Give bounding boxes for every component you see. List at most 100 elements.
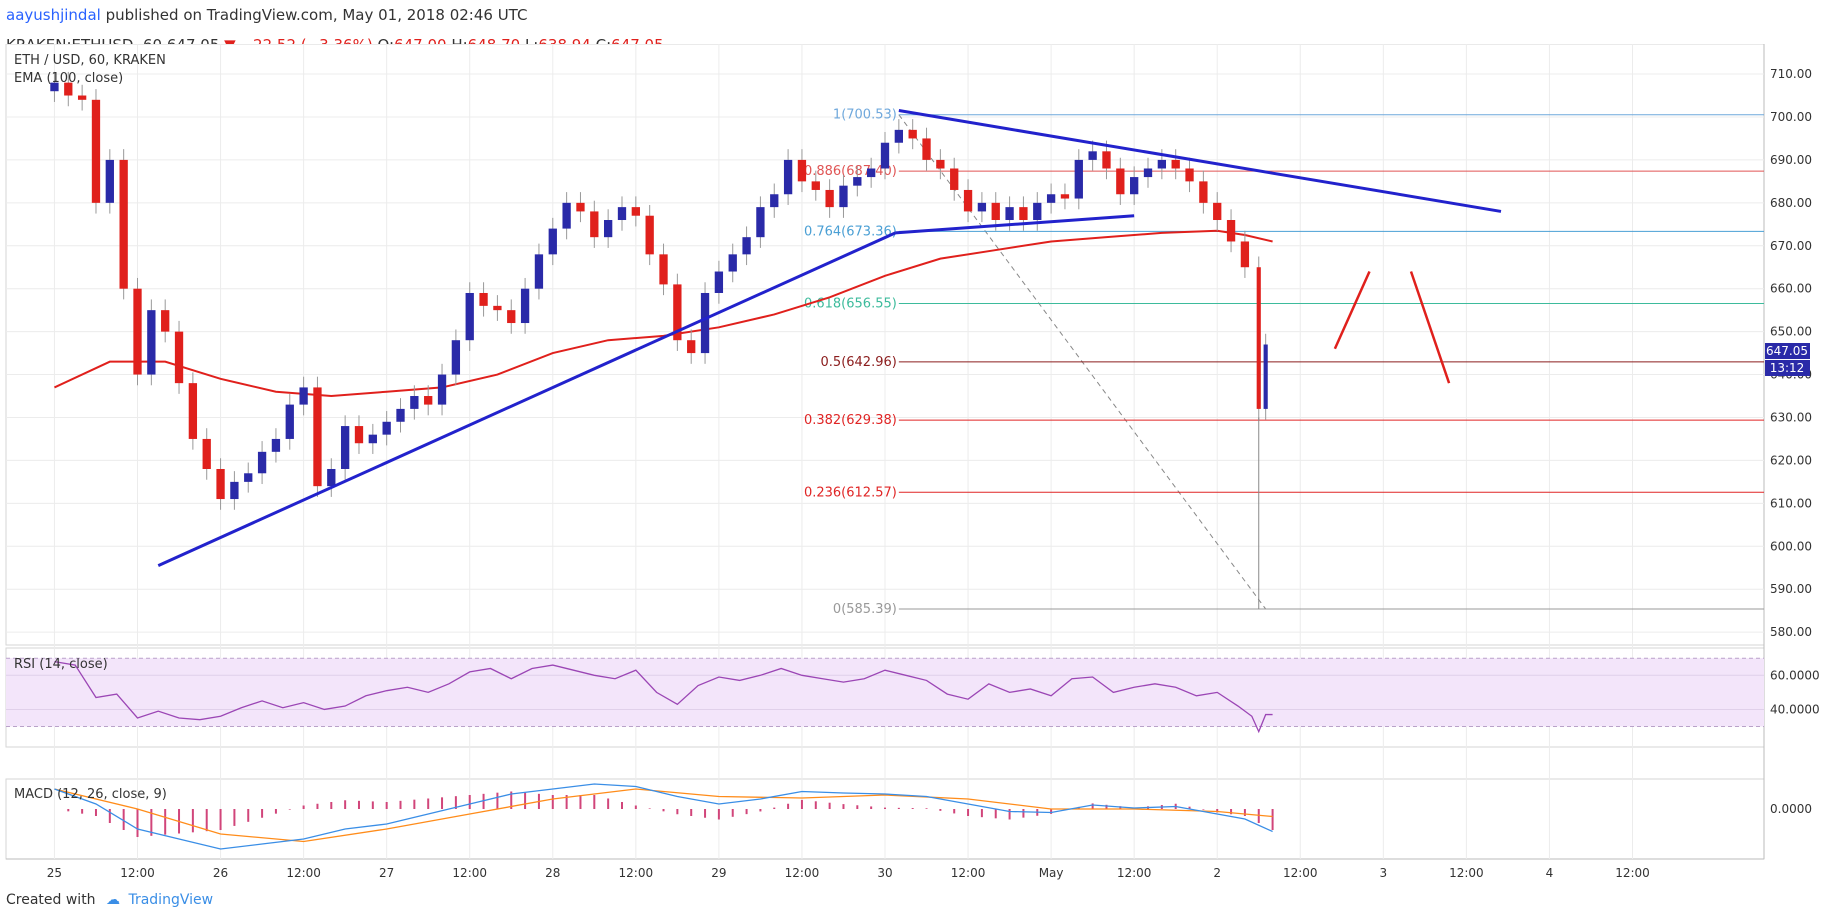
price-tick-label: 630.00: [1770, 410, 1812, 424]
candle-body: [285, 404, 294, 439]
price-tick-label: 580.00: [1770, 625, 1812, 639]
time-tick-label: 12:00: [286, 866, 321, 880]
candle-body: [590, 211, 599, 238]
candle-body: [867, 168, 876, 178]
candle-body: [216, 468, 225, 500]
time-tick-label: 30: [877, 866, 892, 880]
candle-body: [548, 228, 557, 255]
time-tick-label: 28: [545, 866, 560, 880]
time-badge-text: 13:12: [1770, 361, 1805, 375]
candle-body: [562, 202, 571, 229]
rsi-line: [54, 661, 1273, 734]
chart-canvas[interactable]: 1(700.53)0.886(687.40)0.764(673.36)0.618…: [0, 44, 1824, 884]
candle-body: [770, 194, 779, 208]
fib-level-label: 0.236(612.57): [804, 485, 897, 500]
candle-body: [1102, 151, 1111, 169]
candle-body: [507, 310, 516, 324]
time-tick-label: 2: [1213, 866, 1221, 880]
time-tick-label: 3: [1380, 866, 1388, 880]
candle-body: [700, 292, 710, 354]
axes: 25 12:00 26 12:00 27 12:00 28 12:00 29 12:00 30 12:…: [47, 67, 1820, 880]
projection-line: [1409, 271, 1451, 384]
time-tick-label: 4: [1546, 866, 1554, 880]
candle-body: [617, 207, 627, 221]
macd-pane: [54, 783, 1274, 850]
fib-level-label: 0.764(673.36): [804, 224, 897, 239]
candle-body: [1157, 159, 1167, 169]
symbol-legend: ETH / USD, 60, KRAKEN: [14, 53, 166, 68]
candle-body: [756, 207, 765, 238]
candle-body: [825, 189, 834, 208]
time-tick-label: 12:00: [1283, 866, 1318, 880]
tradingview-logo-icon: ☁: [106, 892, 121, 908]
candle-body: [714, 271, 724, 293]
price-badge: [1765, 343, 1810, 359]
rsi-legend: RSI (14, close): [14, 657, 108, 672]
candle-body: [202, 438, 211, 469]
fib-level-label: 0.382(629.38): [804, 413, 897, 428]
candle-body: [1033, 202, 1042, 221]
time-tick-label: 12:00: [619, 866, 654, 880]
time-badge: [1765, 360, 1810, 376]
candle-body: [520, 288, 530, 324]
candle-body: [811, 181, 820, 190]
candle-body: [534, 254, 544, 289]
trendline: [898, 109, 1502, 213]
candle-body: [410, 396, 419, 409]
candle-body: [119, 159, 128, 289]
candle-body: [91, 99, 101, 203]
rsi-band: [6, 658, 1764, 727]
fibonacci-retracement[interactable]: 1(700.53)0.886(687.40)0.764(673.36)0.618…: [804, 108, 1764, 617]
candle-body: [493, 305, 502, 311]
fib-level-label: 0.618(656.55): [804, 297, 897, 312]
candle-body: [1116, 168, 1125, 195]
price-tick-label: 610.00: [1770, 496, 1812, 510]
candle-body: [299, 387, 308, 405]
candle-body: [188, 383, 198, 439]
candle-body: [742, 237, 751, 255]
candle-body: [797, 159, 807, 182]
candles: [50, 71, 1268, 609]
candle-body: [1130, 177, 1139, 195]
time-tick-label: 12:00: [452, 866, 487, 880]
candle-body: [1240, 241, 1250, 268]
candle-body: [313, 387, 322, 487]
candle-body: [174, 331, 184, 384]
candle-body: [1005, 207, 1014, 221]
time-tick-label: 12:00: [951, 866, 986, 880]
candle-body: [728, 254, 737, 272]
candle-body: [1019, 207, 1028, 221]
trendlines[interactable]: [157, 109, 1502, 567]
candle-body: [1199, 181, 1208, 203]
time-tick-label: 12:00: [120, 866, 155, 880]
candle-body: [479, 292, 488, 306]
price-tick-label: 700.00: [1770, 110, 1812, 124]
candle-body: [922, 138, 931, 160]
candle-body: [659, 254, 668, 285]
candle-body: [1256, 267, 1261, 409]
candle-body: [354, 426, 364, 444]
time-tick-label: 25: [47, 866, 62, 880]
author-link[interactable]: aayushjindal: [6, 6, 101, 24]
price-tick-label: 670.00: [1770, 239, 1812, 253]
time-tick-label: 12:00: [1449, 866, 1484, 880]
candle-body: [147, 310, 156, 375]
candle-body: [1074, 159, 1083, 199]
candle-body: [133, 288, 142, 375]
fib-level-label: 1(700.53): [833, 108, 897, 123]
rsi-tick-label: 40.0000: [1770, 702, 1820, 716]
time-tick-label: 27: [379, 866, 394, 880]
candle-body: [603, 220, 613, 238]
tradingview-brand-link[interactable]: TradingView: [128, 892, 214, 908]
candle-body: [437, 374, 447, 405]
price-badge-text: 647.05: [1766, 344, 1808, 358]
time-tick-label: 12:00: [1117, 866, 1152, 880]
time-tick-label: 29: [711, 866, 726, 880]
price-tick-label: 620.00: [1770, 453, 1812, 467]
candle-body: [340, 426, 350, 469]
candle-body: [894, 129, 903, 143]
candle-body: [451, 340, 461, 375]
time-tick-label: May: [1039, 866, 1064, 880]
candle-body: [1088, 151, 1097, 160]
macd-line: [54, 783, 1273, 850]
